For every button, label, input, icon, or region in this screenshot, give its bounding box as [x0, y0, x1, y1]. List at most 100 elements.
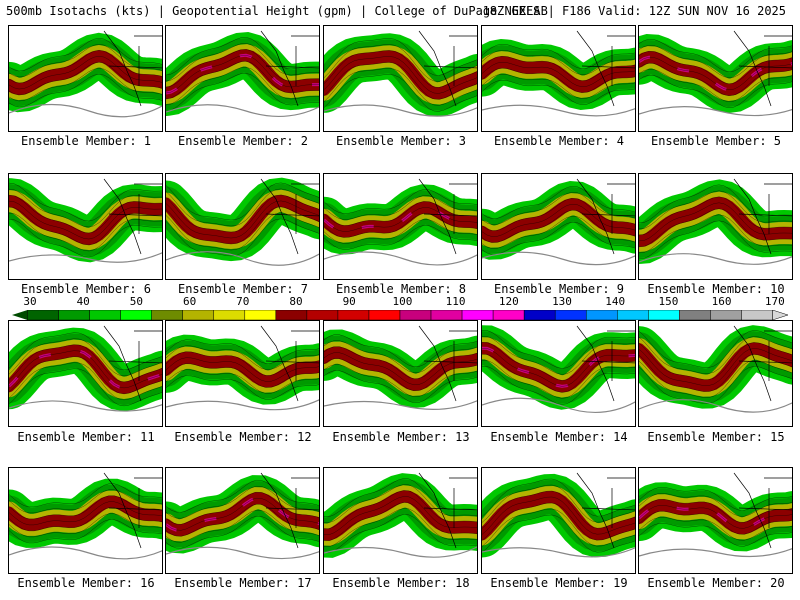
- height-contour: [639, 366, 792, 404]
- height-contour: [639, 493, 792, 517]
- height-contour: [9, 182, 162, 222]
- isotach-map: [166, 472, 319, 560]
- height-contour: [9, 356, 162, 395]
- height-contour: [9, 194, 162, 234]
- height-contour: [324, 213, 477, 238]
- ensemble-member-panel: [8, 320, 163, 427]
- ensemble-member-label: Ensemble Member: 6: [20, 282, 152, 296]
- height-contour: [166, 497, 319, 531]
- height-contour: [9, 344, 162, 383]
- coastline-borders: [576, 472, 635, 549]
- height-contour: [166, 515, 319, 549]
- height-contour: [482, 502, 635, 541]
- height-contour: [324, 207, 477, 232]
- ensemble-member-label: Ensemble Member: 13: [332, 430, 470, 444]
- ensemble-member-label: Ensemble Member: 15: [647, 430, 785, 444]
- ensemble-member-panel: [165, 25, 320, 132]
- coastline-borders: [260, 472, 319, 549]
- ensemble-member-label: Ensemble Member: 10: [647, 282, 785, 296]
- ensemble-member-panel: [323, 25, 478, 132]
- isotach-map: [166, 30, 319, 118]
- isotach-map: [166, 325, 319, 411]
- colorbar-arrow-right: [772, 310, 788, 320]
- coastline-borders: [103, 30, 162, 107]
- height-contour: [9, 350, 162, 389]
- height-contour: [482, 55, 635, 81]
- height-contour: [9, 362, 162, 401]
- isotach-map: [324, 325, 477, 410]
- isotach-contour-low: [166, 399, 319, 411]
- height-contour: [324, 225, 477, 250]
- isotach-contour-low: [639, 106, 792, 117]
- height-contour: [166, 351, 319, 376]
- colorbar-tick-label: 30: [23, 295, 37, 308]
- height-contour: [639, 202, 792, 242]
- colorbar-swatch: [337, 310, 370, 320]
- height-contour: [639, 68, 792, 103]
- height-contour: [9, 206, 162, 246]
- height-contour: [639, 220, 792, 260]
- height-contour: [639, 505, 792, 529]
- height-contour: [324, 346, 477, 380]
- height-contour: [9, 513, 162, 538]
- ensemble-member-label: Ensemble Member: 4: [493, 134, 625, 148]
- height-contour: [482, 336, 635, 375]
- ensemble-member-label: Ensemble Member: 7: [177, 282, 309, 296]
- ensemble-member-label: Ensemble Member: 16: [17, 576, 155, 590]
- height-contour: [482, 366, 635, 405]
- height-contour: [324, 189, 477, 214]
- colorbar-swatch: [585, 310, 618, 320]
- height-contour: [482, 514, 635, 553]
- coastline-borders: [576, 325, 635, 402]
- height-contour: [324, 38, 477, 76]
- height-contour: [482, 203, 635, 237]
- height-contour: [9, 501, 162, 526]
- height-contour: [324, 352, 477, 386]
- colorbar-swatch: [213, 310, 246, 320]
- height-contour: [166, 200, 319, 239]
- colorbar-swatch: [27, 310, 59, 320]
- height-contour: [324, 502, 477, 541]
- height-contour: [482, 508, 635, 547]
- colorbar-swatch: [710, 310, 742, 320]
- colorbar-tick-label: 50: [129, 295, 144, 308]
- isotach-map: [482, 472, 635, 558]
- height-contour: [166, 43, 319, 82]
- colorbar-swatch: [120, 310, 152, 320]
- isotach-map: [639, 178, 792, 265]
- height-contour: [639, 208, 792, 248]
- colorbar-swatch: [368, 310, 401, 320]
- height-contour: [324, 514, 477, 553]
- height-contour: [9, 55, 162, 90]
- height-contour: [324, 201, 477, 226]
- height-contour: [639, 62, 792, 97]
- ensemble-member-panel: [165, 173, 320, 280]
- height-contour: [639, 330, 792, 368]
- height-contour: [324, 496, 477, 535]
- height-contour: [639, 360, 792, 398]
- colorbar-tick-label: 80: [289, 295, 303, 308]
- ensemble-member-panel: [323, 173, 478, 280]
- height-contour: [9, 188, 162, 228]
- ensemble-member-panel: [481, 467, 636, 574]
- colorbar-swatch: [89, 310, 121, 320]
- colorbar-swatch: [679, 310, 711, 320]
- height-contour: [166, 212, 319, 251]
- height-contour: [482, 484, 635, 523]
- isotach-map: [166, 177, 319, 266]
- ensemble-member-panel: [638, 320, 793, 427]
- colorbar-swatch: [492, 310, 525, 320]
- colorbar-tick-label: 140: [605, 295, 626, 308]
- height-contour: [166, 491, 319, 525]
- height-contour: [9, 200, 162, 240]
- ensemble-member-label: Ensemble Member: 17: [174, 576, 312, 590]
- ensemble-member-label: Ensemble Member: 9: [493, 282, 625, 296]
- height-contour: [9, 218, 162, 258]
- height-contour: [9, 43, 162, 78]
- height-contour: [482, 197, 635, 231]
- coastline-borders: [733, 325, 792, 402]
- ensemble-member-panel: [481, 173, 636, 280]
- colorbar-swatch: [399, 310, 432, 320]
- coastline-borders: [733, 472, 792, 549]
- colorbar-tick-label: 160: [711, 295, 732, 308]
